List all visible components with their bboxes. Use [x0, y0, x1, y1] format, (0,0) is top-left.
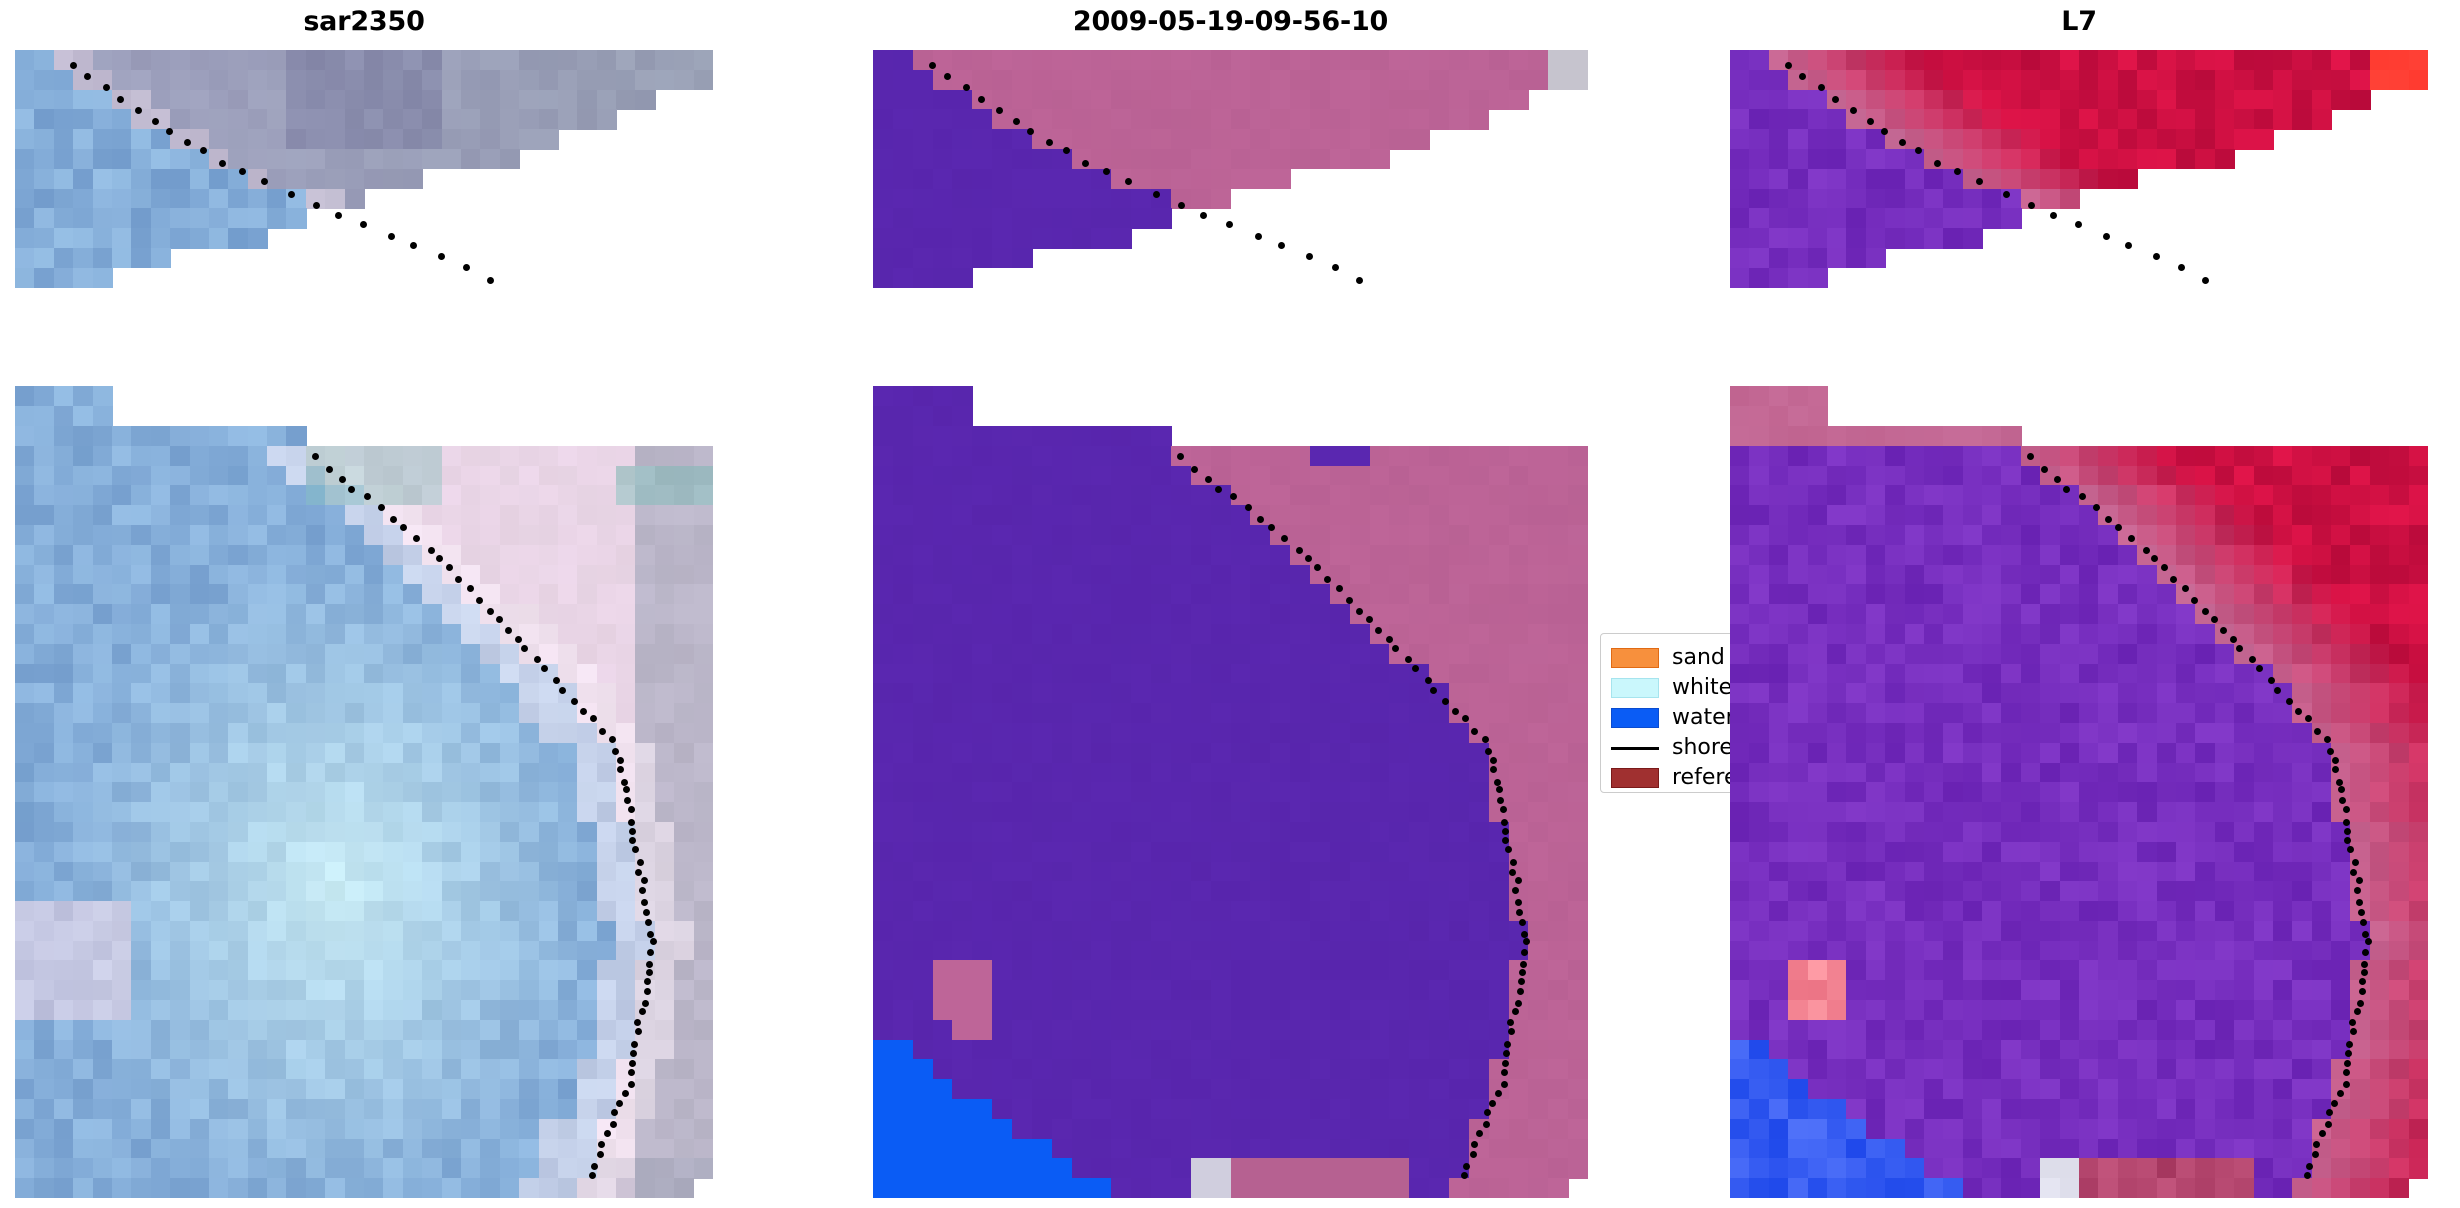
legend-label-sand: sand: [1672, 645, 1725, 670]
legend-item-shoreline[interactable]: shoreline: [1611, 733, 1773, 763]
l7-shoreline-overlay: [1730, 50, 2428, 1198]
whitewater-swatch-icon: [1611, 678, 1659, 698]
panel-title-sar: sar2350: [303, 6, 425, 37]
l7-image-panel[interactable]: [1730, 50, 2428, 1198]
legend-item-reference-shoreline[interactable]: reference shoreline: [1611, 763, 1730, 792]
classified-image-panel[interactable]: [873, 50, 1588, 1198]
shoreline-line-icon: [1611, 746, 1659, 750]
legend-item-water[interactable]: water: [1611, 703, 1735, 733]
legend-label-shoreline: shoreline: [1672, 735, 1773, 760]
sar-shoreline-overlay: [15, 50, 713, 1198]
sar-image-panel[interactable]: [15, 50, 713, 1198]
panel-title-l7: L7: [2061, 6, 2097, 37]
water-swatch-icon: [1611, 708, 1659, 728]
legend-item-sand[interactable]: sand: [1611, 643, 1730, 673]
sand-swatch-icon: [1611, 648, 1659, 668]
legend-label-reference-shoreline: reference shoreline: [1672, 765, 1778, 790]
classified-raster: [873, 50, 1588, 1198]
reference-shoreline-swatch-icon: [1611, 768, 1659, 788]
sar-raster: [15, 50, 713, 1198]
classified-shoreline-overlay: [873, 50, 1588, 1198]
legend-box[interactable]: sand whitewater water shoreline referenc…: [1600, 633, 1773, 793]
legend-label-water: water: [1672, 705, 1735, 730]
legend-label-whitewater: whitewater: [1672, 677, 1730, 699]
panel-title-classified: 2009-05-19-09-56-10: [1072, 6, 1389, 37]
legend-item-whitewater[interactable]: whitewater: [1611, 673, 1730, 703]
